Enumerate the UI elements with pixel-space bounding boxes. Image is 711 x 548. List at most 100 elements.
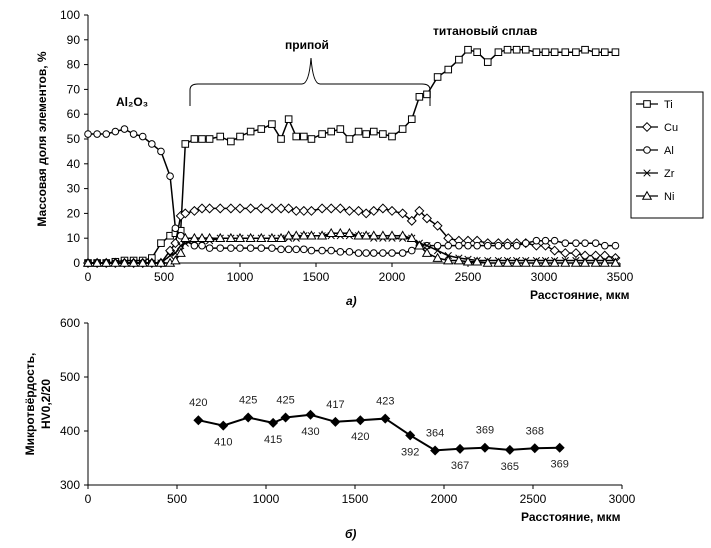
data-point-ni bbox=[453, 255, 465, 265]
data-point-ti bbox=[388, 132, 396, 141]
data-point-al bbox=[345, 248, 354, 256]
data-point-ti bbox=[550, 48, 559, 57]
data-point-ti bbox=[327, 127, 335, 136]
data-point-ni bbox=[128, 257, 139, 267]
data-label: 365 bbox=[501, 461, 519, 473]
data-point-ni bbox=[377, 230, 389, 240]
data-point-ni bbox=[245, 232, 256, 242]
data-point-cu bbox=[256, 203, 267, 214]
x-tick-label: 2000 bbox=[379, 270, 406, 284]
series-ni bbox=[82, 227, 621, 267]
data-point-microhardness bbox=[504, 444, 515, 455]
data-point-microhardness bbox=[430, 445, 441, 456]
data-point-ti bbox=[433, 73, 442, 81]
x-tick-label: 1000 bbox=[253, 492, 280, 506]
data-point-ni bbox=[361, 230, 372, 240]
data-point-al bbox=[166, 172, 174, 180]
data-point-ni bbox=[421, 247, 433, 257]
data-point-ni bbox=[101, 257, 112, 267]
data-point-al bbox=[369, 249, 378, 257]
data-point-ni bbox=[137, 257, 148, 267]
x-tick-label: 2000 bbox=[431, 492, 458, 506]
chart-a-y-label: Массовая доля элементов, % bbox=[35, 51, 49, 227]
data-point-ni bbox=[204, 232, 215, 242]
data-point-cu bbox=[549, 245, 560, 256]
data-point-microhardness bbox=[355, 415, 366, 426]
data-point-ti bbox=[246, 127, 255, 136]
data-point-microhardness bbox=[330, 416, 341, 427]
data-point-ti bbox=[512, 45, 521, 54]
data-point-ni bbox=[482, 257, 493, 267]
data-point-al bbox=[129, 130, 138, 138]
data-point-al bbox=[198, 241, 206, 250]
legend-item-al: Al bbox=[636, 145, 674, 157]
data-point-ni bbox=[119, 257, 130, 267]
x-tick-label: 500 bbox=[167, 492, 187, 506]
data-point-ti bbox=[205, 135, 214, 143]
data-point-ti bbox=[292, 132, 301, 141]
data-point-ni bbox=[540, 257, 551, 267]
data-point-ti bbox=[483, 58, 492, 66]
data-point-cu bbox=[344, 205, 355, 216]
data-point-ni bbox=[170, 255, 181, 265]
x-tick-label: 1500 bbox=[342, 492, 369, 506]
data-point-ti bbox=[227, 137, 235, 146]
x-tick-label: 0 bbox=[85, 492, 92, 506]
data-point-al bbox=[171, 224, 180, 233]
y-tick-label: 600 bbox=[60, 316, 80, 330]
annotation-titanium-alloy: титановый сплав bbox=[433, 24, 537, 38]
data-point-al bbox=[190, 241, 199, 250]
data-point-al bbox=[444, 241, 453, 250]
data-point-ni bbox=[502, 257, 513, 267]
data-point-ni bbox=[432, 252, 443, 262]
data-point-cu bbox=[245, 203, 256, 214]
data-point-cu bbox=[306, 205, 317, 216]
microhardness-chart: 300 400 500 600 0 500 1000 1500 2000 2500 3000 42… bbox=[23, 316, 636, 541]
y-tick-label: 50 bbox=[67, 132, 81, 146]
data-point-al bbox=[148, 140, 156, 148]
data-point-ti bbox=[503, 45, 512, 54]
data-point-ni bbox=[511, 257, 522, 267]
data-point-al bbox=[236, 244, 244, 252]
data-point-cu bbox=[326, 203, 337, 214]
data-point-ti bbox=[369, 127, 378, 136]
data-point-ti bbox=[415, 93, 424, 101]
data-point-ti bbox=[216, 132, 225, 141]
data-point-ni bbox=[82, 257, 94, 267]
data-point-microhardness bbox=[218, 420, 229, 431]
data-point-al bbox=[503, 241, 512, 250]
data-point-al bbox=[268, 244, 276, 252]
data-point-ti bbox=[181, 140, 190, 148]
data-point-microhardness bbox=[193, 415, 204, 426]
data-point-al bbox=[550, 236, 559, 245]
data-point-al bbox=[120, 125, 129, 133]
y-tick-label: 30 bbox=[67, 182, 81, 196]
data-label: 425 bbox=[239, 395, 257, 407]
data-point-al bbox=[433, 241, 442, 250]
legend-label: Cu bbox=[664, 122, 678, 134]
y-tick-label: 300 bbox=[60, 478, 80, 492]
data-point-ti bbox=[455, 55, 463, 64]
data-point-ni bbox=[414, 240, 425, 250]
data-point-microhardness bbox=[479, 442, 490, 453]
data-point-al bbox=[601, 241, 609, 250]
data-point-al bbox=[307, 246, 316, 255]
legend-box bbox=[630, 91, 704, 219]
data-point-microhardness bbox=[268, 417, 279, 428]
chart-b-y-label-line1: Микротвёрдость, bbox=[23, 353, 37, 456]
data-label: 417 bbox=[326, 399, 344, 411]
data-point-cu bbox=[204, 203, 215, 214]
y-tick-label: 40 bbox=[67, 157, 81, 171]
data-point-al bbox=[379, 249, 387, 257]
data-point-ni bbox=[146, 257, 157, 267]
data-point-al bbox=[102, 130, 111, 138]
x-tick-label: 3000 bbox=[609, 492, 636, 506]
data-point-microhardness bbox=[455, 443, 466, 454]
data-point-ti bbox=[398, 125, 407, 133]
data-point-cu bbox=[189, 205, 200, 216]
data-point-ni bbox=[189, 232, 200, 242]
data-point-cu bbox=[406, 215, 417, 226]
data-point-ni bbox=[291, 230, 302, 240]
data-point-ti bbox=[473, 48, 481, 57]
